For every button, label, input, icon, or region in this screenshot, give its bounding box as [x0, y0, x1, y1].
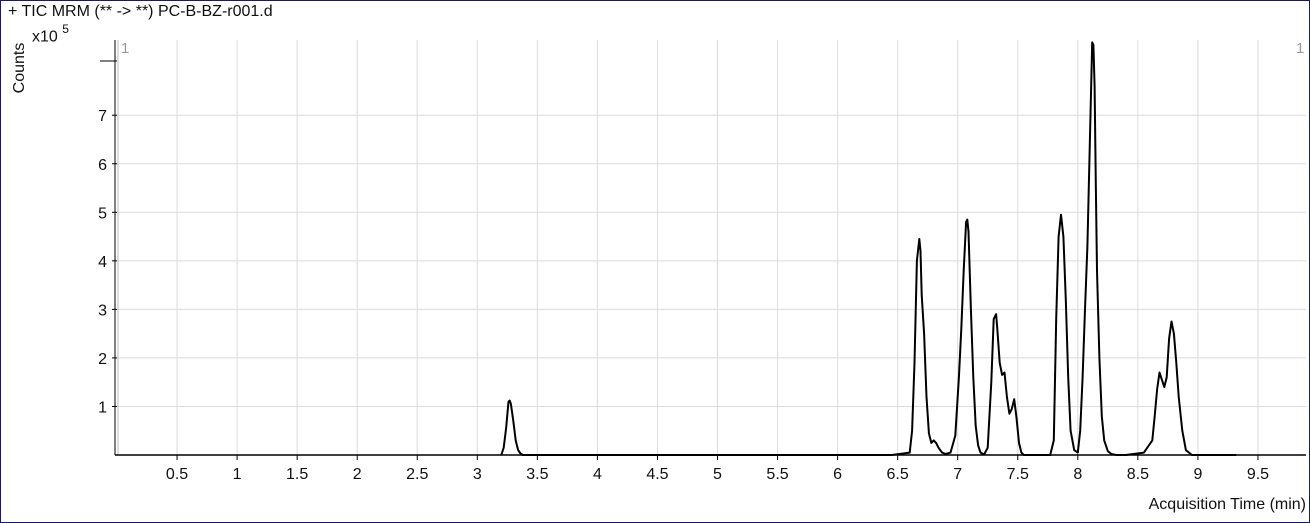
y-tick-label: 6 [98, 157, 107, 174]
y-exponent-power: 5 [62, 22, 69, 36]
chart-title: + TIC MRM (** -> **) PC-B-BZ-r001.d [8, 3, 273, 20]
x-tick-label: 2.5 [406, 466, 428, 483]
x-tick-label: 6.5 [887, 466, 909, 483]
y-tick-label: 7 [98, 108, 107, 125]
x-tick-label: 0.5 [166, 466, 188, 483]
x-tick-label: 4 [593, 466, 602, 483]
cursor-right-label: 1 [1296, 40, 1305, 57]
y-exponent-base: x10 [32, 28, 58, 46]
x-tick-label: 3 [473, 466, 482, 483]
x-tick-label: 8 [1073, 466, 1082, 483]
x-tick-label: 5 [713, 466, 722, 483]
y-tick-label: 1 [98, 399, 107, 416]
y-axis-exponent: x10 5 [32, 22, 69, 46]
x-axis-label: Acquisition Time (min) [1148, 496, 1306, 513]
x-tick-label: 8.5 [1127, 466, 1149, 483]
x-tick-label: 7 [953, 466, 962, 483]
x-tick-label: 7.5 [1007, 466, 1029, 483]
y-tick-label: 5 [98, 205, 107, 222]
x-tick-label: 6 [833, 466, 842, 483]
x-tick-label: 4.5 [646, 466, 668, 483]
x-tick-label: 9.5 [1247, 466, 1269, 483]
cursor-left-label: 1 [121, 40, 130, 57]
y-tick-label: 3 [98, 302, 107, 319]
x-tick-label: 1.5 [286, 466, 308, 483]
y-tick-label: 2 [98, 351, 107, 368]
series-line [500, 41, 1237, 456]
y-tick-label: 4 [98, 254, 107, 271]
x-tick-label: 2 [353, 466, 362, 483]
x-tick-label: 9 [1193, 466, 1202, 483]
x-tick-label: 3.5 [526, 466, 548, 483]
x-tick-label: 5.5 [766, 466, 788, 483]
x-tick-label: 1 [233, 466, 242, 483]
